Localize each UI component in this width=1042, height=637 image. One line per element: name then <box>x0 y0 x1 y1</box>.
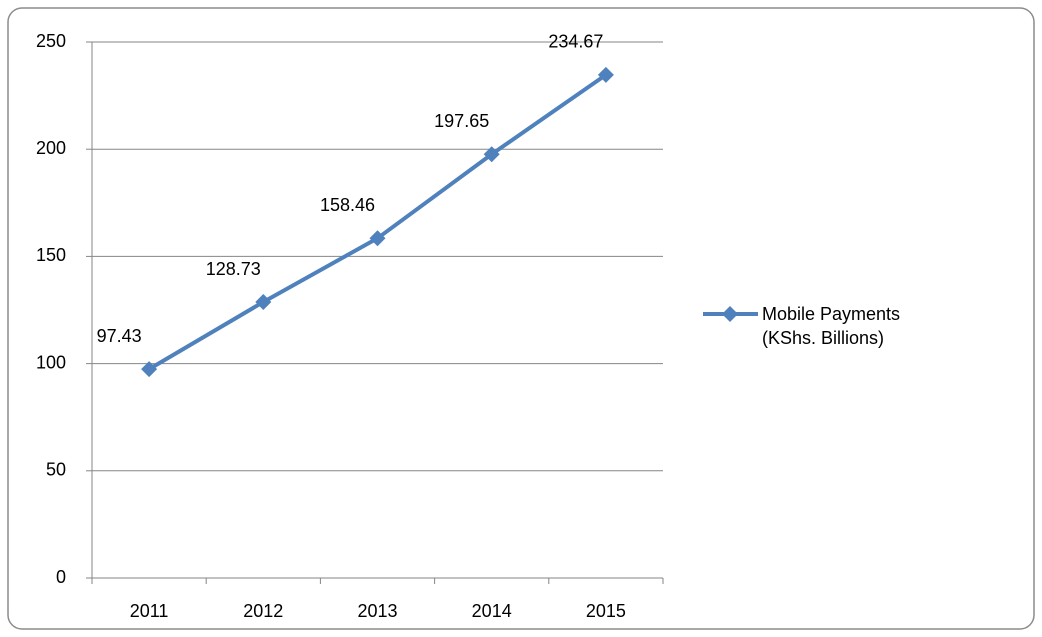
y-tick-label: 0 <box>56 567 66 587</box>
data-point <box>255 294 272 311</box>
x-tick-label: 2012 <box>243 601 283 621</box>
y-tick-label: 250 <box>36 31 66 51</box>
data-point <box>597 66 614 83</box>
x-tick-label: 2011 <box>130 601 169 621</box>
legend-marker <box>722 306 738 322</box>
y-tick-label: 100 <box>36 352 66 372</box>
data-point <box>483 146 500 163</box>
data-label: 128.73 <box>206 259 261 279</box>
x-tick-label: 2013 <box>357 601 397 621</box>
x-tick-label: 2014 <box>472 601 512 621</box>
legend-label: Mobile Payments (KShs. Billions) <box>762 304 901 348</box>
data-label: 158.46 <box>320 195 375 215</box>
x-tick-label: 2015 <box>586 601 626 621</box>
data-label: 234.67 <box>548 32 603 52</box>
data-point <box>369 230 386 247</box>
chart-border <box>7 7 1035 630</box>
y-tick-label: 150 <box>36 245 66 265</box>
y-tick-label: 50 <box>46 460 66 480</box>
data-label: 97.43 <box>97 326 142 346</box>
y-tick-label: 200 <box>36 138 66 158</box>
data-point <box>141 361 158 378</box>
data-label: 197.65 <box>434 111 489 131</box>
